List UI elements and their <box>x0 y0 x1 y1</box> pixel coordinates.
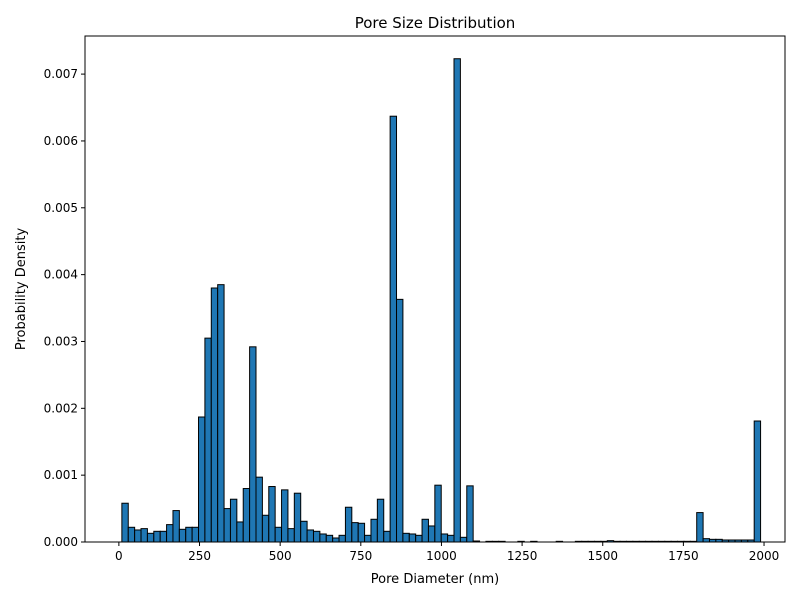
histogram-bar <box>357 522 366 543</box>
x-axis-label: Pore Diameter (nm) <box>371 572 499 587</box>
histogram-bar <box>453 58 461 543</box>
histogram-bar <box>415 534 423 543</box>
histogram-bar <box>325 534 334 543</box>
histogram-bar <box>153 530 161 543</box>
y-tick-label: 0.002 <box>44 401 78 415</box>
histogram-bar <box>696 512 704 543</box>
y-tick-label: 0.005 <box>44 201 78 215</box>
x-tick-label: 1000 <box>426 549 457 563</box>
x-tick-label: 750 <box>349 549 372 563</box>
histogram-bar <box>159 530 168 543</box>
x-tick-label: 1750 <box>668 549 699 563</box>
histogram-bar <box>204 337 212 543</box>
x-tick-label: 250 <box>188 549 211 563</box>
histogram-bar <box>753 420 762 543</box>
histogram-bar <box>466 485 474 543</box>
histogram-bar <box>421 518 429 543</box>
histogram-bar <box>134 529 142 543</box>
histogram-bar <box>332 537 340 543</box>
histogram-bar <box>166 524 174 543</box>
chart-title: Pore Size Distribution <box>355 14 516 32</box>
histogram-bar <box>287 528 295 543</box>
histogram-bar <box>319 533 327 543</box>
histogram-bar <box>223 508 231 543</box>
histogram-bar <box>370 518 378 543</box>
y-tick-label: 0.000 <box>44 535 78 549</box>
histogram-bar <box>383 530 391 543</box>
histogram-bar <box>178 528 187 543</box>
histogram-bar <box>396 298 404 543</box>
histogram-bar <box>338 534 346 543</box>
histogram-bar <box>236 521 244 543</box>
histogram-bar <box>249 346 257 543</box>
histogram-bar <box>274 526 283 543</box>
histogram-bar <box>434 484 442 543</box>
histogram-bar <box>210 287 219 543</box>
histogram-bar <box>268 486 276 543</box>
y-axis-label: Probability Density <box>14 228 29 351</box>
histogram-bar <box>172 510 180 543</box>
histogram-bar <box>293 492 302 543</box>
histogram-bar <box>408 533 417 543</box>
x-tick-label: 1500 <box>587 549 618 563</box>
histogram-bar <box>121 502 129 543</box>
histogram-bar <box>306 529 314 543</box>
histogram-bar <box>402 532 410 543</box>
histogram-bar <box>191 526 200 543</box>
histogram-bar <box>217 284 225 543</box>
x-tick-label: 500 <box>269 549 292 563</box>
histogram-bar <box>389 115 398 543</box>
histogram-bar <box>459 536 468 543</box>
x-tick-label: 1250 <box>507 549 538 563</box>
histogram-bar <box>229 498 238 543</box>
histogram-bar <box>440 533 449 543</box>
histogram-bar <box>344 506 353 543</box>
histogram-bar <box>185 526 193 543</box>
histogram-bar <box>127 526 136 543</box>
histogram-bar <box>427 525 436 543</box>
histogram-bar <box>261 514 270 543</box>
x-tick-label: 2000 <box>749 549 780 563</box>
y-tick-label: 0.007 <box>44 67 78 81</box>
histogram-bar <box>242 488 251 543</box>
histogram-bar <box>351 522 359 543</box>
histogram-bar <box>281 489 289 543</box>
histogram-bar <box>300 520 308 543</box>
histogram-bar <box>312 530 321 543</box>
histogram-bar <box>702 538 710 543</box>
y-tick-label: 0.006 <box>44 134 78 148</box>
bars-group <box>121 58 762 543</box>
y-tick-label: 0.001 <box>44 468 78 482</box>
plot-frame <box>84 35 786 543</box>
histogram-bar <box>376 498 385 543</box>
histogram-bar <box>255 476 263 543</box>
histogram-bar <box>364 534 372 543</box>
x-tick-label: 0 <box>115 549 123 563</box>
y-axis-ticks: 0.000 0.001 0.002 0.003 0.004 0.005 0.006 0.007 <box>44 67 85 549</box>
y-tick-label: 0.003 <box>44 334 78 348</box>
x-axis-ticks: 0 250 500 750 1000 1250 1500 1750 2000 <box>115 542 779 563</box>
histogram-bar <box>198 416 206 543</box>
y-tick-label: 0.004 <box>44 268 78 282</box>
histogram-bar <box>447 534 455 543</box>
histogram-bar <box>140 528 148 543</box>
histogram-bar <box>146 532 155 543</box>
